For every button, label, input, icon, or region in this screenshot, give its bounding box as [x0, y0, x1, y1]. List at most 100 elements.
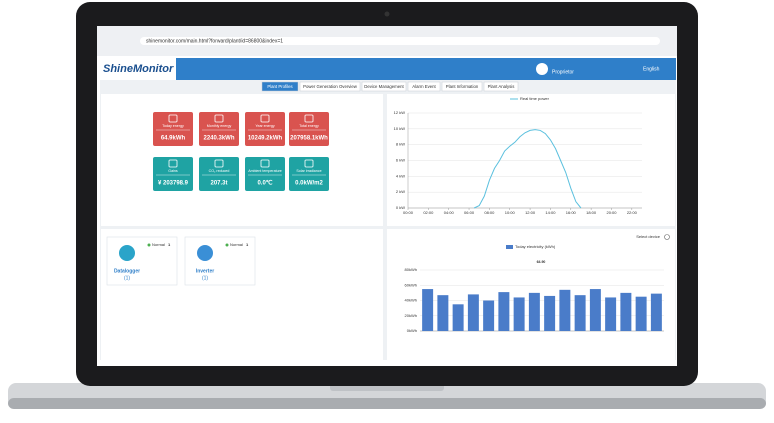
tile-value: 0.0℃: [257, 180, 272, 187]
x-tick-label: 06:00: [464, 210, 475, 215]
tab-label: Plant Analysis: [488, 84, 515, 89]
y-tick-label: 2 kW: [396, 189, 405, 194]
tile-value: 207958.1kWh: [290, 136, 328, 142]
tab[interactable]: [483, 81, 519, 92]
device-card: [106, 236, 178, 286]
y-tick-label: 60kWh: [405, 282, 417, 287]
logo-bg: [100, 58, 176, 80]
tile: [245, 157, 285, 191]
line: [473, 129, 582, 209]
tile-icon: [214, 159, 224, 168]
bar: [620, 292, 632, 331]
tile-icon: [260, 114, 270, 123]
bar: [605, 297, 617, 331]
tile: [153, 157, 193, 191]
tile-label: Gains: [168, 169, 178, 173]
avatar[interactable]: [536, 63, 548, 75]
tab-label: Alarm Event: [412, 84, 436, 89]
select-icon[interactable]: [664, 234, 670, 240]
device-icon: [197, 245, 213, 261]
tab[interactable]: [407, 81, 441, 92]
url: shinemonitor.com/main.html?forward/plant…: [146, 38, 283, 44]
tab-label: Power Generation Overview: [303, 84, 358, 89]
bar: [513, 297, 525, 331]
tile: [289, 112, 329, 146]
tile: [199, 157, 239, 191]
y-tick-label: 0 kW: [396, 205, 405, 210]
tile-label: Year energy: [255, 124, 274, 128]
laptop-base-edge: [8, 398, 766, 409]
device-normal: 1: [246, 242, 249, 247]
y-tick-label: 20kWh: [405, 313, 417, 318]
x-tick-label: 22:00: [627, 210, 638, 215]
role: Proprietor: [552, 69, 574, 75]
y-tick-label: 4 kW: [396, 173, 405, 178]
y-tick-label: 6 kW: [396, 158, 405, 163]
device-name: Inverter: [196, 268, 214, 274]
device-status: Normal: [152, 242, 165, 247]
bar: [544, 295, 556, 331]
panel: [387, 94, 675, 226]
y-tick-label: 10 kW: [394, 126, 406, 131]
legend-swatch: [506, 245, 513, 249]
x-tick-label: 00:00: [403, 210, 414, 215]
tab-label: Plant Profiles: [267, 84, 292, 89]
tile-value: 64.9kWh: [161, 136, 186, 142]
tile-label: Monthly energy: [207, 124, 232, 128]
y-tick-label: 12 kW: [394, 110, 406, 115]
tile-label: Today energy: [162, 124, 184, 128]
device-normal: 1: [168, 242, 171, 247]
language[interactable]: English: [643, 66, 660, 72]
status-dot: [147, 243, 151, 247]
x-tick-label: 20:00: [606, 210, 617, 215]
tile-value: 2240.3kWh: [203, 136, 234, 142]
x-tick-label: 14:00: [545, 210, 556, 215]
tile-icon: [168, 159, 178, 168]
bar: [650, 293, 662, 331]
tab[interactable]: [299, 81, 361, 92]
tab[interactable]: [261, 81, 299, 92]
device-count: (1): [124, 275, 130, 281]
tile-value: ¥ 203798.9: [158, 181, 189, 187]
bar: [589, 289, 601, 331]
device-card: [184, 236, 256, 286]
tile-label: Solar irradiance: [296, 169, 321, 173]
x-tick-label: 12:00: [525, 210, 536, 215]
y-tick-label: 8 kW: [396, 142, 405, 147]
tab[interactable]: [361, 81, 407, 92]
address-bar[interactable]: [140, 37, 660, 45]
device-name: Datalogger: [114, 268, 140, 274]
bar: [483, 300, 495, 331]
tile-value: 0.0kW/m2: [295, 181, 323, 187]
tile-icon: [260, 159, 270, 168]
bar: [422, 289, 434, 331]
panel: [101, 94, 383, 226]
legend-label: Today electricity (kWh): [515, 244, 556, 249]
bar: [452, 304, 464, 331]
device-icon: [119, 245, 135, 261]
tile-label: Total energy: [299, 124, 319, 128]
x-tick-label: 10:00: [505, 210, 516, 215]
device-status: Normal: [230, 242, 243, 247]
x-tick-label: 02:00: [423, 210, 434, 215]
tab[interactable]: [441, 81, 483, 92]
select-device[interactable]: Select device: [636, 234, 661, 239]
bar: [635, 296, 647, 331]
tile-label: CO₂ reduced: [209, 169, 230, 173]
bar: [467, 294, 479, 331]
tile: [199, 112, 239, 146]
header: [100, 58, 676, 80]
tile: [153, 112, 193, 146]
bar: [528, 292, 540, 331]
x-tick-label: 16:00: [566, 210, 577, 215]
tile-icon: [214, 114, 224, 123]
tile-value: 10249.2kWh: [248, 136, 283, 142]
tile-value: 207.3t: [210, 181, 227, 187]
legend-label: Real time power: [520, 96, 550, 101]
logo: ShineMonitor: [103, 63, 174, 75]
x-tick-label: 04:00: [444, 210, 455, 215]
bar: [574, 295, 586, 331]
tab-label: Plant Information: [446, 84, 479, 89]
bar: [559, 289, 571, 331]
